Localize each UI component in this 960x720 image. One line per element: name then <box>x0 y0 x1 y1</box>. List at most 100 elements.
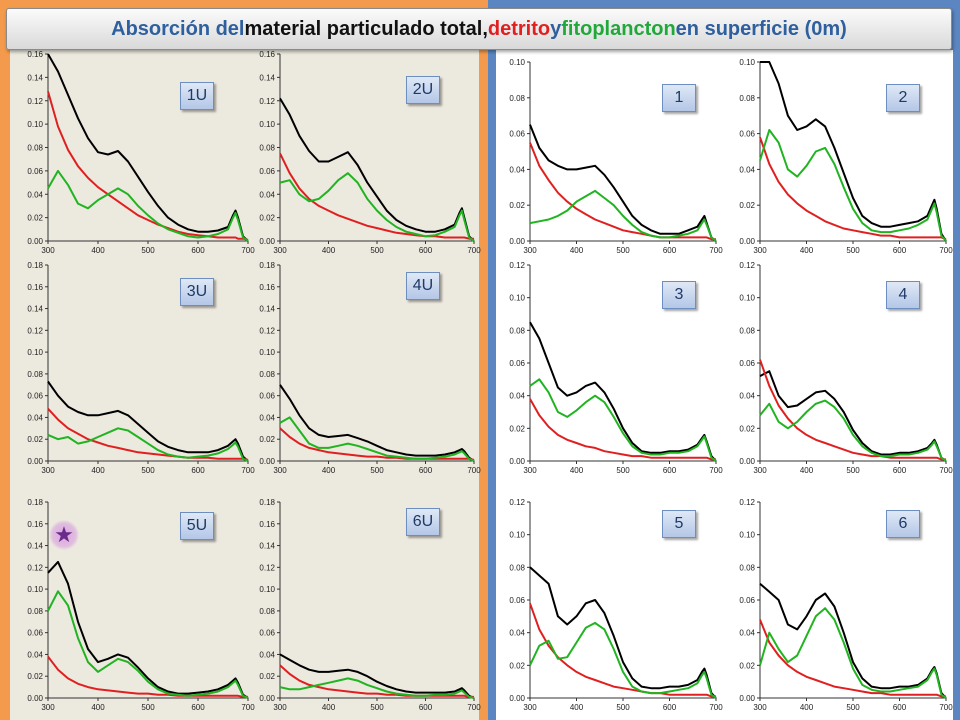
station-label-4: 4 <box>886 281 920 309</box>
series-line-total <box>279 97 475 242</box>
y-tick-label: 0.12 <box>27 563 43 572</box>
series-line-phytoplankton <box>529 378 717 462</box>
y-tick-label: 0.08 <box>509 94 525 103</box>
chart-4: 0.00 0.02 0.04 0.06 0.08 0.10 0.12 300 400 500 600… <box>739 261 953 475</box>
y-tick-label: 0.08 <box>259 144 275 153</box>
station-label-4U: 4U <box>406 272 440 300</box>
x-tick-label: 300 <box>273 703 287 712</box>
series-line-detritus <box>47 655 248 698</box>
x-tick-label: 700 <box>241 466 255 475</box>
x-tick-label: 400 <box>322 703 336 712</box>
y-tick-label: 0.08 <box>27 144 43 153</box>
series-line-detritus <box>529 398 716 461</box>
x-tick-label: 400 <box>322 246 336 255</box>
y-tick-label: 0.12 <box>509 498 525 507</box>
y-tick-label: 0.14 <box>27 542 43 551</box>
y-tick-label: 0.16 <box>27 50 43 59</box>
y-tick-label: 0.06 <box>259 629 275 638</box>
station-label-6U: 6U <box>406 508 440 536</box>
y-tick-label: 0.02 <box>509 424 525 433</box>
y-tick-label: 0.06 <box>739 130 755 139</box>
x-tick-label: 300 <box>523 703 537 712</box>
y-tick-label: 0.02 <box>27 214 43 223</box>
left-panel-plot-area <box>10 50 479 720</box>
y-tick-label: 0.06 <box>27 392 43 401</box>
x-tick-label: 500 <box>616 703 630 712</box>
x-tick-label: 300 <box>273 466 287 475</box>
chart-5U: 0.00 0.02 0.04 0.06 0.08 0.10 0.12 0.14 0.16 0.18… <box>27 498 255 712</box>
y-tick-label: 0.04 <box>509 392 525 401</box>
y-tick-label: 0.00 <box>509 237 525 246</box>
y-tick-label: 0.04 <box>259 190 275 199</box>
series-line-detritus <box>759 359 946 461</box>
title-part-2: material particulado total, <box>244 17 488 40</box>
y-tick-label: 0.00 <box>27 694 43 703</box>
x-tick-label: 600 <box>419 246 433 255</box>
x-tick-label: 300 <box>41 703 55 712</box>
y-tick-label: 0.00 <box>259 457 275 466</box>
y-tick-label: 0.10 <box>27 585 43 594</box>
y-tick-label: 0.04 <box>509 165 525 174</box>
series-line-detritus <box>279 664 474 698</box>
y-tick-label: 0.02 <box>259 435 275 444</box>
y-tick-label: 0.10 <box>27 120 43 129</box>
x-tick-label: 700 <box>939 246 953 255</box>
y-tick-label: 0.10 <box>509 294 525 303</box>
series-line-phytoplankton <box>47 169 249 242</box>
series-line-total <box>759 582 947 699</box>
y-tick-label: 0.12 <box>259 326 275 335</box>
y-tick-label: 0.04 <box>27 413 43 422</box>
y-tick-label: 0.16 <box>259 520 275 529</box>
axis-frame <box>279 54 474 242</box>
x-tick-label: 700 <box>241 246 255 255</box>
y-tick-label: 0.08 <box>739 563 755 572</box>
y-tick-label: 0.12 <box>509 261 525 270</box>
y-tick-label: 0.04 <box>739 392 755 401</box>
series-line-detritus <box>47 408 249 461</box>
y-tick-label: 0.12 <box>27 97 43 106</box>
x-tick-label: 400 <box>800 703 814 712</box>
chart-6U: 0.00 0.02 0.04 0.06 0.08 0.10 0.12 0.14 0.16 0.18… <box>259 498 481 712</box>
x-tick-label: 700 <box>709 246 723 255</box>
x-tick-label: 400 <box>322 466 336 475</box>
series-line-phytoplankton <box>759 399 947 462</box>
x-tick-label: 500 <box>141 703 155 712</box>
y-tick-label: 0.02 <box>259 672 275 681</box>
y-tick-label: 0.18 <box>259 498 275 507</box>
chart-6: 0.00 0.02 0.04 0.06 0.08 0.10 0.12 300 400 500 600… <box>739 498 953 712</box>
x-tick-label: 700 <box>241 703 255 712</box>
x-tick-label: 600 <box>663 466 677 475</box>
x-tick-label: 600 <box>663 703 677 712</box>
x-tick-label: 600 <box>419 703 433 712</box>
station-label-6: 6 <box>886 510 920 538</box>
series-line-detritus <box>279 152 474 240</box>
x-tick-label: 500 <box>846 246 860 255</box>
y-tick-label: 0.02 <box>739 424 755 433</box>
y-tick-label: 0.08 <box>739 94 755 103</box>
y-tick-label: 0.06 <box>509 359 525 368</box>
series-line-total <box>529 124 717 242</box>
y-tick-label: 0.02 <box>509 201 525 210</box>
x-tick-label: 300 <box>523 466 537 475</box>
y-tick-label: 0.00 <box>259 237 275 246</box>
x-tick-label: 400 <box>570 246 584 255</box>
y-tick-label: 0.18 <box>27 261 43 270</box>
series-line-detritus <box>279 427 475 461</box>
y-tick-label: 0.04 <box>27 190 43 199</box>
y-tick-label: 0.10 <box>259 348 275 357</box>
y-tick-label: 0.02 <box>27 672 43 681</box>
x-tick-label: 300 <box>41 246 55 255</box>
y-tick-label: 0.06 <box>27 167 43 176</box>
x-tick-label: 400 <box>91 246 105 255</box>
y-tick-label: 0.10 <box>739 531 755 540</box>
x-tick-label: 400 <box>91 466 105 475</box>
x-tick-label: 600 <box>419 466 433 475</box>
series-line-total <box>47 560 249 699</box>
y-tick-label: 0.00 <box>739 237 755 246</box>
chart-1: 0.00 0.02 0.04 0.06 0.08 0.10 300 400 500 600 700 <box>509 58 723 255</box>
station-label-2U: 2U <box>406 76 440 104</box>
series-line-phytoplankton <box>759 129 947 242</box>
x-tick-label: 700 <box>467 246 481 255</box>
y-tick-label: 0.04 <box>739 629 755 638</box>
x-tick-label: 500 <box>370 703 384 712</box>
